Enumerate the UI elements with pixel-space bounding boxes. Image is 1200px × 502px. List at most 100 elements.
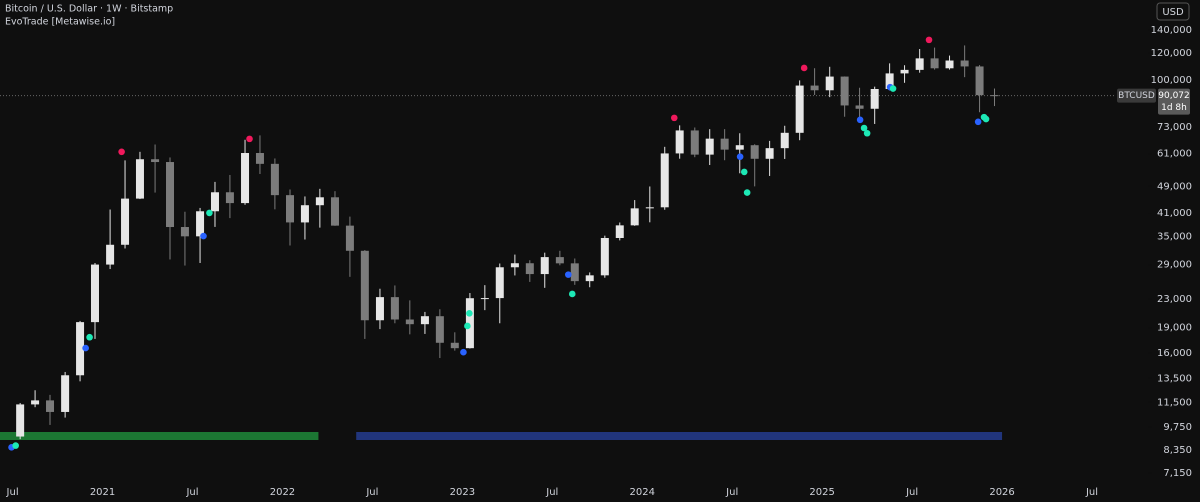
candle-body xyxy=(930,58,939,69)
y-tick-label: 23,000 xyxy=(1157,294,1192,305)
candle-body xyxy=(90,264,99,323)
candle-body xyxy=(945,60,954,69)
signal-dot xyxy=(800,64,808,72)
signal-dot xyxy=(200,232,207,240)
x-tick-label: Jul xyxy=(6,487,19,498)
y-tick-label: 13,500 xyxy=(1157,373,1192,384)
y-tick-label: 7,150 xyxy=(1163,468,1192,479)
candle-body xyxy=(180,227,189,237)
candle-body xyxy=(690,130,699,155)
signal-dot xyxy=(860,124,868,132)
candle-body xyxy=(720,138,729,150)
candle-body xyxy=(585,275,594,282)
x-tick-label: Jul xyxy=(545,487,558,498)
y-tick-label: 140,000 xyxy=(1151,25,1192,36)
y-tick-label: 49,000 xyxy=(1157,181,1192,192)
x-tick-label: Jul xyxy=(365,487,378,498)
candle-body xyxy=(360,250,369,321)
candle-body xyxy=(750,145,759,159)
candle-body xyxy=(900,69,909,74)
candle-body xyxy=(255,153,264,164)
x-tick-label: Jul xyxy=(185,487,198,498)
symbol-tag xyxy=(1117,88,1156,103)
candle-body xyxy=(630,208,639,226)
candle-body xyxy=(600,238,609,276)
signal-dot xyxy=(82,344,89,352)
candle-body xyxy=(975,66,984,96)
candle-body xyxy=(840,76,849,106)
candle-body xyxy=(166,162,175,228)
candle-body xyxy=(76,322,85,376)
signal-dot xyxy=(86,333,93,341)
candle-body xyxy=(241,153,250,204)
candle-body xyxy=(420,316,429,325)
candle-body xyxy=(645,207,654,209)
candle-body xyxy=(660,153,669,208)
signal-dot xyxy=(118,148,125,156)
candle-body xyxy=(196,211,205,237)
candle-body xyxy=(780,132,789,149)
price-tag xyxy=(1158,88,1190,115)
y-tick-label: 61,000 xyxy=(1157,149,1192,160)
signal-dot xyxy=(856,116,864,124)
candle-body xyxy=(465,298,474,349)
signal-dot xyxy=(568,290,576,298)
regime-band xyxy=(0,432,319,440)
currency-label[interactable]: USD xyxy=(1162,7,1184,18)
candle-body xyxy=(16,404,25,437)
symbol-label: BTCUSD xyxy=(1118,91,1155,101)
candle-body xyxy=(495,267,504,299)
signal-dot xyxy=(736,153,744,161)
candle-body xyxy=(286,195,295,223)
y-tick-label: 73,000 xyxy=(1157,122,1192,133)
x-tick-label: 2024 xyxy=(630,487,655,498)
candle-body xyxy=(735,145,744,150)
candle-body xyxy=(615,225,624,239)
candle-body xyxy=(330,197,339,226)
candle-body xyxy=(135,159,144,199)
x-tick-label: 2025 xyxy=(809,487,834,498)
x-tick-label: 2026 xyxy=(989,487,1014,498)
candle-body xyxy=(225,192,234,204)
signal-dot xyxy=(982,115,990,123)
signal-dot xyxy=(206,209,213,217)
x-tick-label: 2023 xyxy=(450,487,475,498)
candle-body xyxy=(106,244,115,265)
chart-title: Bitcoin / U.S. Dollar · 1W · Bitstamp xyxy=(5,4,173,15)
candle-body xyxy=(480,298,489,300)
candle-body xyxy=(525,263,534,275)
signal-dot xyxy=(925,36,933,44)
currency-button[interactable] xyxy=(1156,2,1190,21)
candle-body xyxy=(151,159,160,163)
y-tick-label: 100,000 xyxy=(1151,75,1192,86)
candle-body xyxy=(31,400,40,405)
candle-body xyxy=(61,375,70,412)
candle-body xyxy=(795,85,804,133)
candle-body xyxy=(870,89,879,109)
signal-dot xyxy=(565,271,572,278)
y-tick-label: 9,750 xyxy=(1163,422,1192,433)
y-tick-label: 41,000 xyxy=(1157,208,1192,219)
candle-body xyxy=(570,263,579,282)
candle-body xyxy=(510,263,519,268)
candle-body xyxy=(855,105,864,109)
indicator-name: EvoTrade [Metawise.io] xyxy=(5,17,115,28)
candle-body xyxy=(960,60,969,67)
y-tick-label: 16,000 xyxy=(1157,348,1192,359)
candle-body xyxy=(885,73,894,90)
candle-body xyxy=(915,58,924,70)
candle-body xyxy=(121,198,130,245)
last-price-label: 90,072 xyxy=(1158,91,1190,101)
y-tick-label: 8,350 xyxy=(1163,445,1192,456)
signal-dot xyxy=(743,189,751,196)
x-tick-label: Jul xyxy=(905,487,918,498)
candle-body xyxy=(405,319,414,325)
regime-band xyxy=(356,432,1003,440)
x-tick-label: 2022 xyxy=(270,487,295,498)
candle-body xyxy=(675,130,684,154)
candle-body xyxy=(390,297,399,320)
candle-body xyxy=(375,297,384,321)
y-tick-label: 35,000 xyxy=(1157,232,1192,243)
signal-dot xyxy=(974,118,982,126)
